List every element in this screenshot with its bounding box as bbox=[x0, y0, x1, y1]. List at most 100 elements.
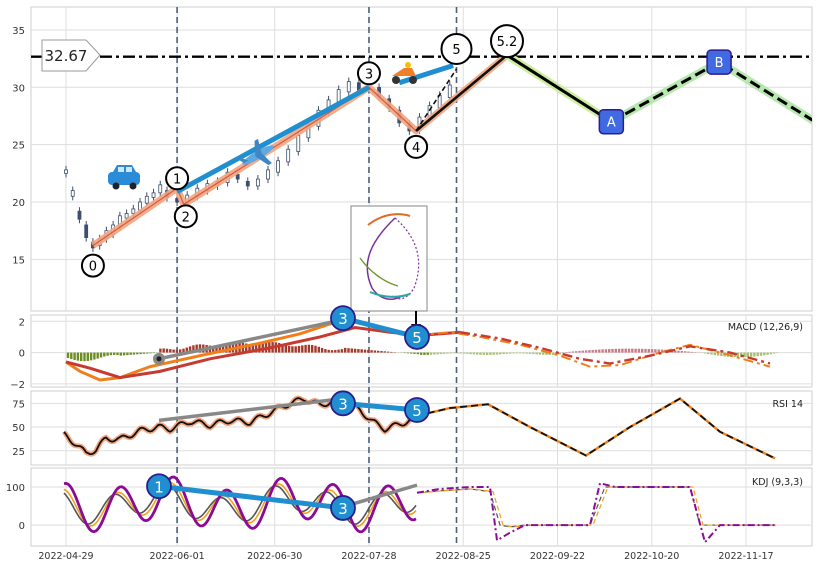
macd-histogram-bar bbox=[492, 352, 495, 355]
macd-histogram-bar bbox=[759, 352, 763, 356]
macd-histogram-bar bbox=[423, 352, 426, 355]
macd-histogram-bar bbox=[245, 343, 248, 353]
macd-histogram-bar bbox=[479, 352, 482, 355]
candle-body bbox=[151, 192, 156, 198]
candle-body bbox=[84, 224, 89, 238]
macd-histogram-bar bbox=[433, 352, 436, 355]
kdj-trend-line bbox=[158, 483, 344, 511]
y-tick-label: 100 bbox=[6, 483, 25, 494]
candle-body bbox=[64, 169, 68, 174]
plane-tail bbox=[237, 157, 249, 163]
trend-line-3-5 bbox=[398, 63, 454, 86]
indicator-pivot-text: 3 bbox=[338, 500, 348, 518]
price-level-tag: 32.67 bbox=[41, 39, 101, 72]
macd-histogram-bar bbox=[119, 352, 122, 356]
macd-histogram-bar bbox=[426, 352, 429, 355]
y-tick-label: 35 bbox=[12, 26, 25, 37]
kdj-j-forecast bbox=[416, 482, 775, 545]
macd-histogram-bar bbox=[370, 350, 373, 353]
macd-histogram-bar bbox=[482, 352, 485, 355]
macd-histogram-bar bbox=[584, 350, 588, 353]
macd-histogram-bar bbox=[466, 352, 469, 354]
macd-histogram-bar bbox=[330, 350, 334, 353]
car-window bbox=[126, 167, 132, 172]
x-tick-label: 2022-04-29 bbox=[38, 551, 93, 562]
scooter-rider bbox=[405, 62, 411, 68]
macd-histogram-bar bbox=[357, 349, 360, 353]
macd-histogram-bar bbox=[363, 349, 367, 353]
scooter-wheel bbox=[392, 76, 400, 84]
plane-icon bbox=[237, 138, 274, 166]
macd-histogram-bar bbox=[89, 352, 93, 361]
macd-histogram-bar bbox=[410, 352, 413, 354]
macd-histogram-bar bbox=[179, 349, 182, 353]
indicator-pivot-marker bbox=[146, 473, 172, 500]
macd-histogram-bar bbox=[66, 352, 70, 359]
macd-histogram-bar bbox=[162, 348, 165, 353]
candle-body bbox=[336, 89, 341, 103]
macd-histogram-bar bbox=[637, 348, 641, 353]
y-tick-label: 75 bbox=[12, 399, 25, 410]
macd-histogram-bar bbox=[116, 352, 119, 356]
macd-histogram-bar bbox=[353, 348, 357, 353]
macd-histogram-bar bbox=[621, 348, 624, 353]
macd-histogram-bar bbox=[545, 352, 548, 355]
macd-histogram-bar bbox=[674, 350, 677, 353]
macd-histogram-bar bbox=[386, 351, 390, 353]
macd-histogram-bar bbox=[614, 348, 617, 353]
candle-body bbox=[266, 169, 270, 180]
macd-histogram-bar bbox=[281, 344, 284, 353]
scooter-wheel bbox=[409, 76, 417, 84]
macd-histogram-bar bbox=[449, 352, 452, 354]
y-tick-label: 25 bbox=[12, 141, 25, 152]
y-tick-label: 15 bbox=[12, 255, 25, 266]
rsi-divergence-line bbox=[158, 396, 344, 423]
macd-histogram-bar bbox=[195, 344, 198, 353]
rsi-label: RSI 14 bbox=[772, 399, 803, 410]
x-tick-label: 2022-11-17 bbox=[718, 551, 773, 562]
macd-histogram-bar bbox=[456, 352, 459, 354]
indicator-pivot-marker bbox=[330, 305, 356, 332]
macd-histogram-bar bbox=[528, 352, 532, 354]
macd-histogram-bar bbox=[96, 352, 99, 359]
indicator-pivot-marker bbox=[404, 324, 430, 350]
macd-histogram-bar bbox=[185, 347, 188, 353]
candle-body bbox=[346, 81, 351, 93]
macd-histogram-bar bbox=[575, 351, 578, 353]
macd-histogram-bar bbox=[598, 349, 601, 353]
macd-histogram-bar bbox=[149, 352, 152, 354]
y-tick-label: 2 bbox=[19, 317, 25, 328]
macd-histogram-bar bbox=[284, 345, 287, 353]
macd-histogram-bar bbox=[132, 352, 136, 355]
macd-histogram-bar bbox=[360, 349, 363, 353]
indicator-pivot-text: 3 bbox=[338, 310, 348, 328]
plane-wing bbox=[255, 153, 272, 166]
x-tick-label: 2022-08-25 bbox=[436, 551, 491, 562]
macd-histogram-bar bbox=[126, 352, 129, 356]
indicator-pivot-text: 5 bbox=[412, 402, 422, 420]
macd-histogram-bar bbox=[756, 352, 759, 357]
macd-divergence-dot bbox=[156, 356, 162, 362]
macd-histogram-bar bbox=[439, 352, 443, 355]
macd-histogram-bar bbox=[617, 348, 621, 353]
macd-histogram-bar bbox=[109, 352, 113, 356]
macd-signal-forecast bbox=[459, 331, 771, 365]
y-tick-label: 0 bbox=[19, 521, 25, 532]
projection-marker bbox=[598, 108, 625, 135]
macd-histogram-bar bbox=[337, 349, 340, 353]
macd-histogram-bar bbox=[169, 349, 172, 353]
indicator-pivot-text: 3 bbox=[338, 395, 348, 413]
macd-histogram-bar bbox=[334, 350, 337, 353]
macd-histogram-bar bbox=[429, 352, 433, 355]
macd-histogram-bar bbox=[416, 352, 419, 355]
wave-label-circle bbox=[356, 61, 381, 86]
macd-histogram-bar bbox=[505, 352, 509, 354]
projection-marker bbox=[706, 49, 732, 75]
x-tick-label: 2022-07-28 bbox=[341, 551, 396, 562]
macd-histogram-bar bbox=[604, 349, 608, 353]
macd-histogram-bar bbox=[746, 352, 749, 358]
rsi-line bbox=[63, 396, 418, 456]
macd-histogram-bar bbox=[677, 350, 680, 353]
trend-line-1-3 bbox=[175, 85, 371, 194]
